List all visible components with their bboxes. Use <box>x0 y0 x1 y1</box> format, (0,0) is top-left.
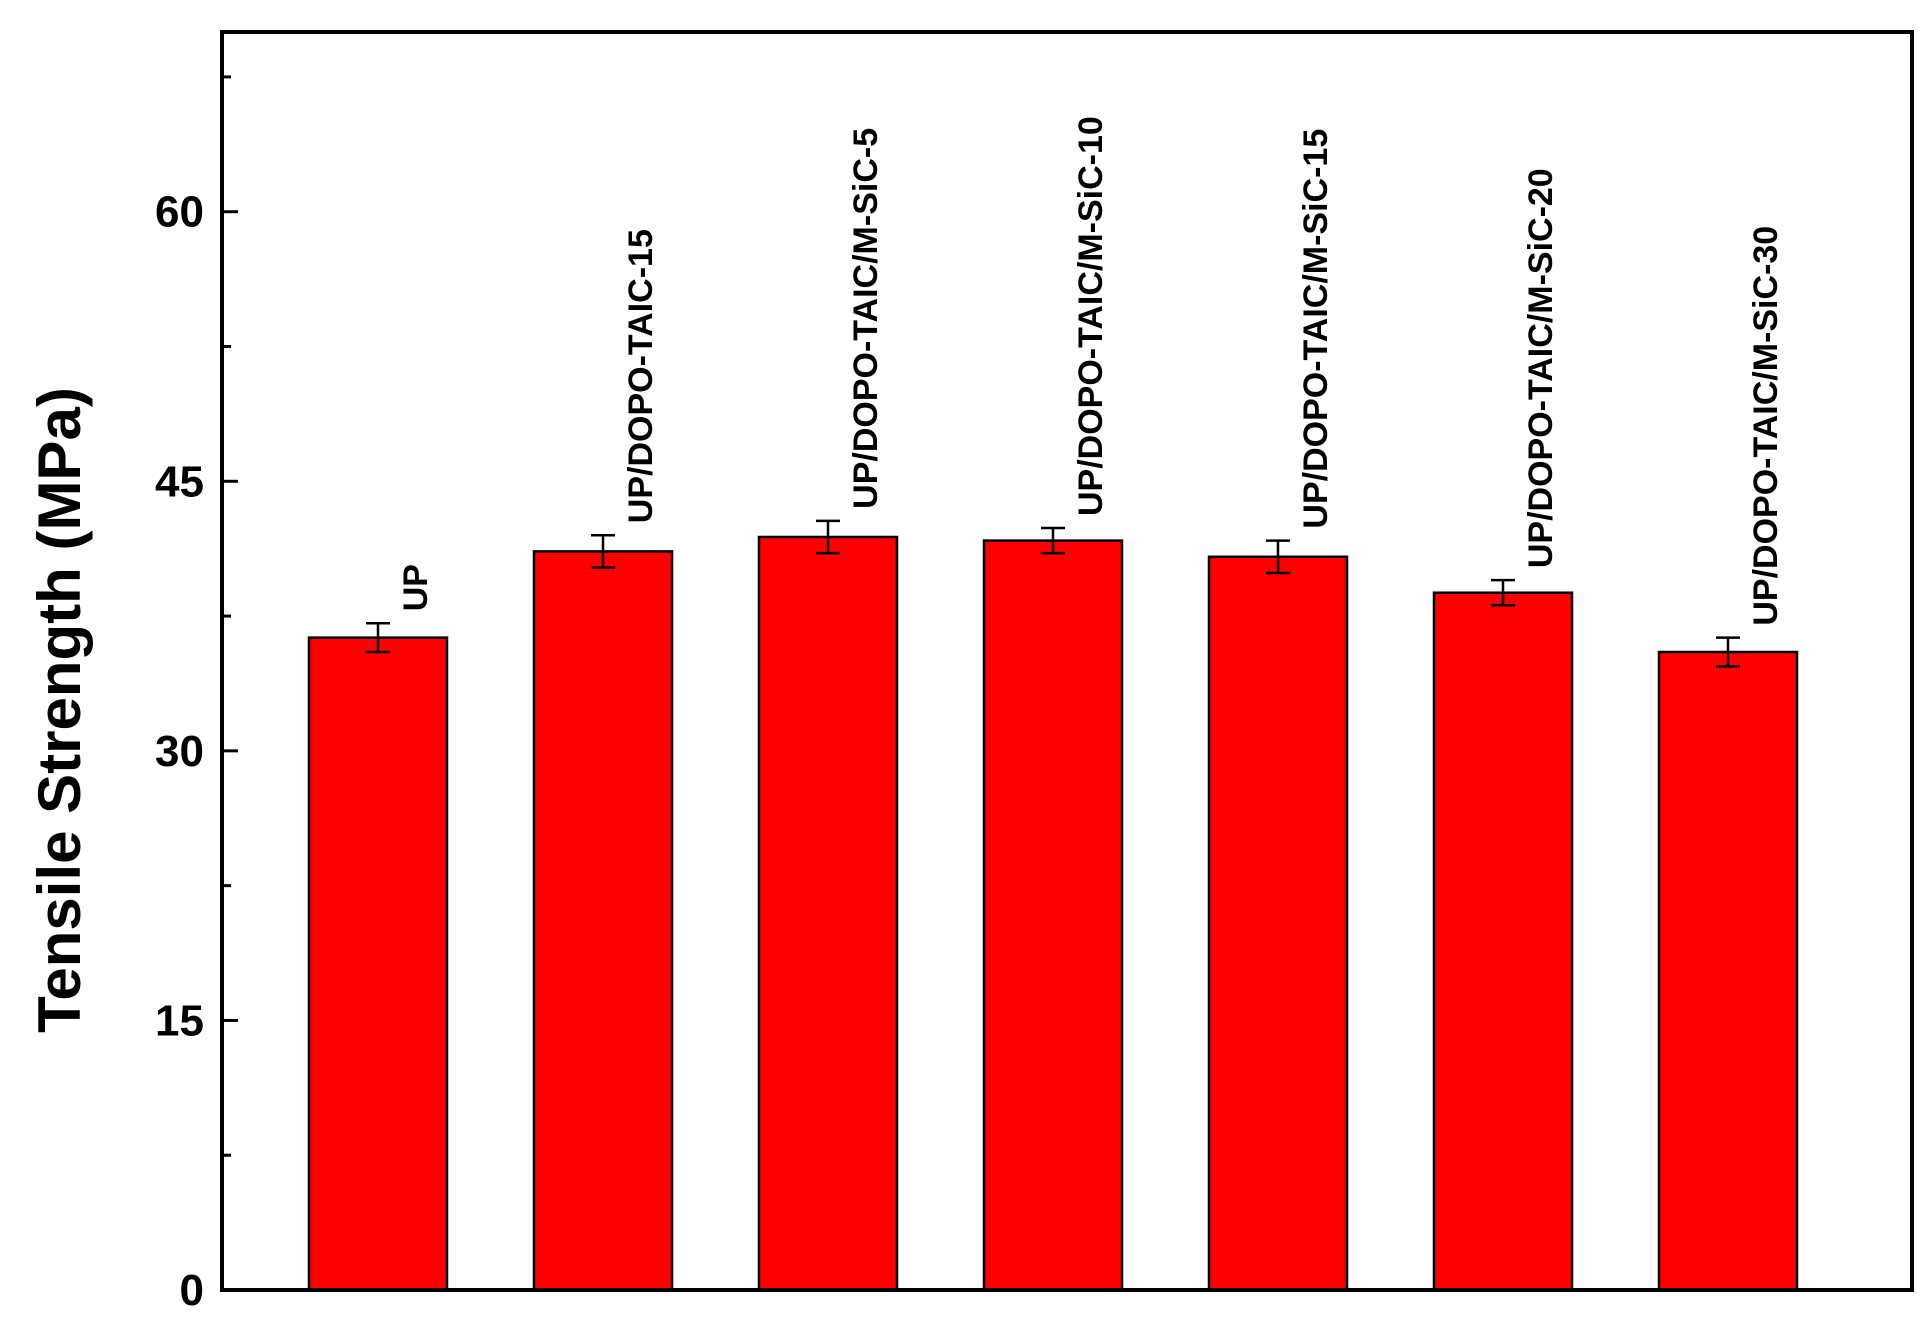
bar-6 <box>1432 591 1574 1292</box>
y-axis-ticks: 0 15 30 45 60 <box>155 75 238 1315</box>
y-tick-label: 45 <box>155 457 204 506</box>
bar-labels: UP UP/DOPO-TAIC-15 UP/DOPO-TAIC/M-SiC-5 UP/… <box>397 116 1785 625</box>
bar-label-3: UP/DOPO-TAIC/M-SiC-5 <box>847 128 885 509</box>
y-tick-label: 15 <box>155 996 204 1045</box>
bar-label-6: UP/DOPO-TAIC/M-SiC-20 <box>1522 168 1560 568</box>
bar-label-5: UP/DOPO-TAIC/M-SiC-15 <box>1297 129 1335 529</box>
bar-label-4: UP/DOPO-TAIC/M-SiC-10 <box>1072 116 1110 516</box>
bar-label-7: UP/DOPO-TAIC/M-SiC-30 <box>1747 226 1785 626</box>
y-tick-label: 30 <box>155 727 204 776</box>
bars <box>307 535 1799 1292</box>
error-bars <box>366 519 1740 668</box>
bar-label-1: UP <box>397 564 435 611</box>
y-tick-label: 0 <box>180 1266 204 1315</box>
bar-1 <box>307 636 449 1292</box>
plot-frame <box>220 30 1914 1292</box>
bar-5 <box>1207 555 1349 1292</box>
bar-label-2: UP/DOPO-TAIC-15 <box>622 229 660 523</box>
y-tick-label: 60 <box>155 188 204 237</box>
bar-3 <box>757 535 899 1292</box>
bar-4 <box>982 539 1124 1292</box>
bar-2 <box>532 550 674 1292</box>
y-axis-label: Tensile Strength (MPa) <box>26 387 93 1033</box>
bar-7 <box>1657 650 1799 1292</box>
